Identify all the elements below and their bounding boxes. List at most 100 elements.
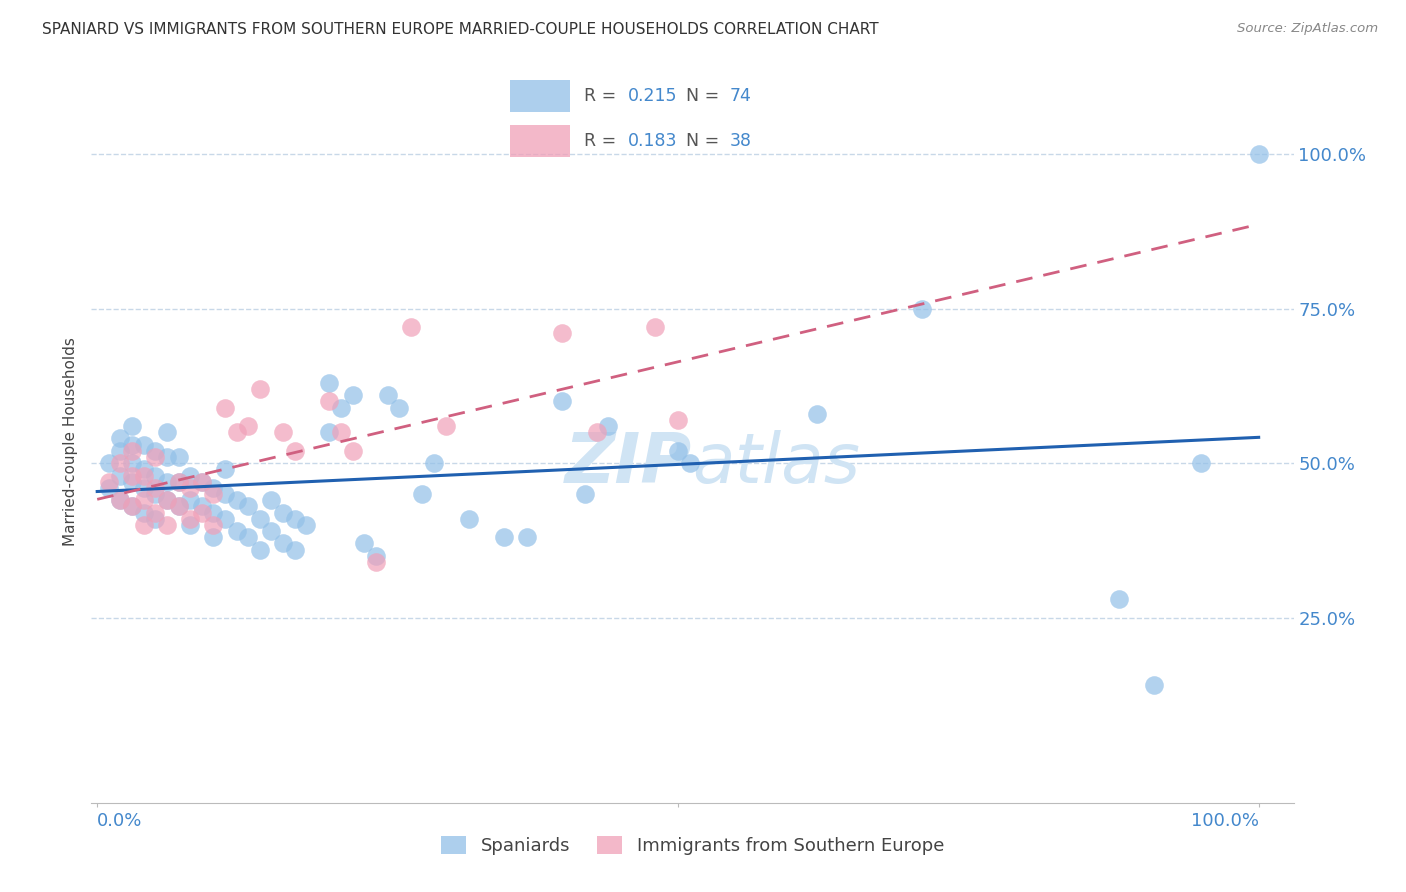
Immigrants from Southern Europe bbox=[666, 413, 689, 427]
Immigrants from Southern Europe bbox=[225, 425, 247, 440]
Immigrants from Southern Europe bbox=[318, 394, 340, 409]
Immigrants from Southern Europe bbox=[202, 487, 225, 501]
Spaniards bbox=[214, 512, 236, 526]
Spaniards bbox=[97, 481, 120, 495]
Spaniards bbox=[179, 517, 201, 532]
Immigrants from Southern Europe bbox=[143, 450, 166, 464]
Immigrants from Southern Europe bbox=[132, 493, 155, 508]
Immigrants from Southern Europe bbox=[179, 481, 201, 495]
Immigrants from Southern Europe bbox=[132, 468, 155, 483]
Immigrants from Southern Europe bbox=[202, 517, 225, 532]
Spaniards bbox=[225, 524, 247, 538]
Spaniards bbox=[132, 462, 155, 476]
Spaniards bbox=[225, 493, 247, 508]
Immigrants from Southern Europe bbox=[121, 500, 143, 514]
Text: 38: 38 bbox=[730, 132, 751, 150]
Spaniards bbox=[1189, 456, 1212, 470]
Spaniards bbox=[1143, 678, 1166, 692]
Bar bbox=[510, 79, 571, 112]
Spaniards bbox=[411, 487, 433, 501]
Spaniards bbox=[423, 456, 446, 470]
Text: ZIP: ZIP bbox=[565, 430, 692, 497]
Spaniards bbox=[377, 388, 399, 402]
Spaniards bbox=[330, 401, 353, 415]
Immigrants from Southern Europe bbox=[330, 425, 353, 440]
Spaniards bbox=[353, 536, 375, 550]
Spaniards bbox=[167, 475, 190, 489]
Text: SPANIARD VS IMMIGRANTS FROM SOUTHERN EUROPE MARRIED-COUPLE HOUSEHOLDS CORRELATIO: SPANIARD VS IMMIGRANTS FROM SOUTHERN EUR… bbox=[42, 22, 879, 37]
Immigrants from Southern Europe bbox=[121, 468, 143, 483]
Text: 0.215: 0.215 bbox=[628, 87, 678, 104]
Spaniards bbox=[284, 542, 307, 557]
Spaniards bbox=[167, 500, 190, 514]
Spaniards bbox=[143, 468, 166, 483]
Spaniards bbox=[806, 407, 828, 421]
Immigrants from Southern Europe bbox=[342, 443, 364, 458]
Immigrants from Southern Europe bbox=[214, 401, 236, 415]
Spaniards bbox=[121, 456, 143, 470]
Spaniards bbox=[214, 462, 236, 476]
Spaniards bbox=[97, 456, 120, 470]
Bar bbox=[510, 125, 571, 157]
Spaniards bbox=[202, 481, 225, 495]
Spaniards bbox=[492, 530, 515, 544]
Immigrants from Southern Europe bbox=[249, 382, 271, 396]
Text: 0.0%: 0.0% bbox=[97, 812, 142, 830]
Spaniards bbox=[342, 388, 364, 402]
Text: 74: 74 bbox=[730, 87, 751, 104]
Spaniards bbox=[179, 468, 201, 483]
Spaniards bbox=[190, 500, 212, 514]
Spaniards bbox=[110, 443, 132, 458]
Text: 100.0%: 100.0% bbox=[1191, 812, 1258, 830]
Spaniards bbox=[318, 425, 340, 440]
Spaniards bbox=[143, 487, 166, 501]
Immigrants from Southern Europe bbox=[271, 425, 294, 440]
Immigrants from Southern Europe bbox=[585, 425, 607, 440]
Spaniards bbox=[318, 376, 340, 390]
Text: atlas: atlas bbox=[692, 430, 860, 497]
Y-axis label: Married-couple Households: Married-couple Households bbox=[63, 337, 79, 546]
Immigrants from Southern Europe bbox=[434, 419, 457, 434]
Immigrants from Southern Europe bbox=[190, 506, 212, 520]
Spaniards bbox=[551, 394, 574, 409]
Immigrants from Southern Europe bbox=[143, 481, 166, 495]
Spaniards bbox=[156, 493, 179, 508]
Spaniards bbox=[110, 468, 132, 483]
Immigrants from Southern Europe bbox=[167, 500, 190, 514]
Immigrants from Southern Europe bbox=[143, 506, 166, 520]
Immigrants from Southern Europe bbox=[110, 493, 132, 508]
Spaniards bbox=[143, 512, 166, 526]
Spaniards bbox=[295, 517, 318, 532]
Legend: Spaniards, Immigrants from Southern Europe: Spaniards, Immigrants from Southern Euro… bbox=[433, 830, 952, 863]
Text: Source: ZipAtlas.com: Source: ZipAtlas.com bbox=[1237, 22, 1378, 36]
Immigrants from Southern Europe bbox=[644, 320, 666, 334]
Spaniards bbox=[110, 493, 132, 508]
Immigrants from Southern Europe bbox=[132, 517, 155, 532]
Immigrants from Southern Europe bbox=[551, 326, 574, 341]
Immigrants from Southern Europe bbox=[110, 456, 132, 470]
Text: R =: R = bbox=[583, 87, 621, 104]
Spaniards bbox=[143, 443, 166, 458]
Spaniards bbox=[121, 475, 143, 489]
Spaniards bbox=[260, 493, 283, 508]
Immigrants from Southern Europe bbox=[179, 512, 201, 526]
Spaniards bbox=[156, 425, 179, 440]
Spaniards bbox=[1108, 592, 1130, 607]
Spaniards bbox=[179, 493, 201, 508]
Spaniards bbox=[121, 419, 143, 434]
Spaniards bbox=[202, 506, 225, 520]
Spaniards bbox=[156, 475, 179, 489]
Spaniards bbox=[598, 419, 620, 434]
Spaniards bbox=[121, 437, 143, 451]
Spaniards bbox=[132, 437, 155, 451]
Spaniards bbox=[271, 536, 294, 550]
Spaniards bbox=[238, 530, 260, 544]
Spaniards bbox=[1247, 147, 1270, 161]
Spaniards bbox=[457, 512, 479, 526]
Text: R =: R = bbox=[583, 132, 621, 150]
Spaniards bbox=[271, 506, 294, 520]
Spaniards bbox=[364, 549, 387, 563]
Spaniards bbox=[202, 530, 225, 544]
Spaniards bbox=[249, 542, 271, 557]
Spaniards bbox=[911, 301, 934, 316]
